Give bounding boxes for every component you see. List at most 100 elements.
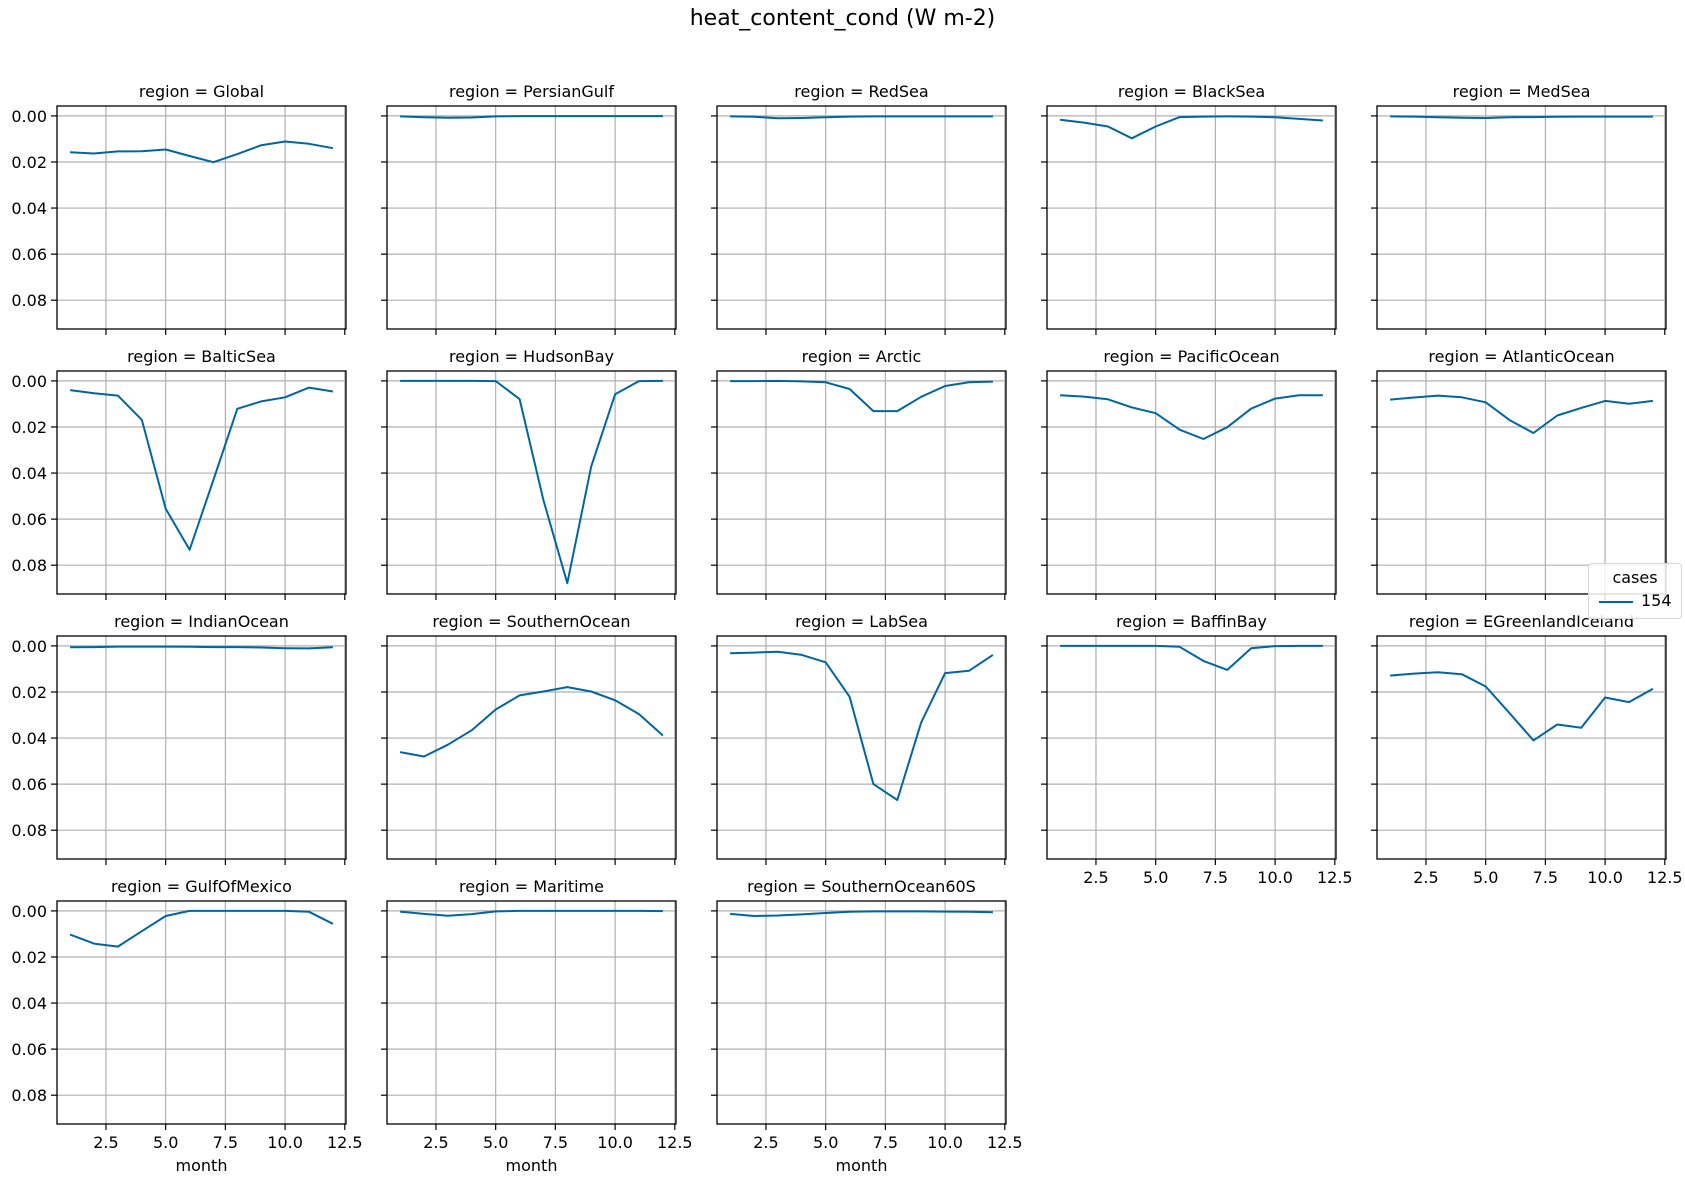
panel-title: region = BaffinBay <box>1116 612 1267 631</box>
series-line <box>1390 394 1654 434</box>
x-tick-label: 7.5 <box>213 1133 238 1152</box>
axes-frame <box>1376 105 1667 330</box>
x-tick-label: 10.0 <box>1587 868 1623 887</box>
legend-line-swatch <box>1599 601 1633 603</box>
y-tick-label: 0.06 <box>11 245 47 264</box>
y-tick-label: 0.00 <box>11 902 47 921</box>
panel-title: region = IndianOcean <box>114 612 289 631</box>
x-tick-label: 10.0 <box>1257 868 1293 887</box>
axes-frame <box>386 370 677 595</box>
x-tick-label: 5.0 <box>813 1133 838 1152</box>
y-tick-label: 0.04 <box>11 994 47 1013</box>
y-tick-label: 0.04 <box>11 464 47 483</box>
facet-panel: region = Maritime 2.5 5.0 7.5 10.0 12.5 month <box>381 877 693 1175</box>
facet-panel: region = PersianGulf <box>381 82 677 335</box>
y-tick-label: 0.08 <box>11 1086 47 1105</box>
x-tick-label: 7.5 <box>873 1133 898 1152</box>
series-line <box>1060 394 1323 440</box>
panel-title: region = PersianGulf <box>449 82 614 101</box>
facet-panel: region = HudsonBay <box>381 347 677 600</box>
facet-panel: region = SouthernOcean60S 2.5 5.0 7.5 10.0 12… <box>711 877 1023 1175</box>
series-line <box>399 686 664 758</box>
series-line <box>730 650 994 801</box>
panel-title: region = LabSea <box>795 612 928 631</box>
y-tick-label: 0.06 <box>11 775 47 794</box>
facet-panel: region = MedSea <box>1371 82 1667 335</box>
x-axis-label: month <box>836 1156 888 1175</box>
facet-panel: region = BlackSea <box>1041 82 1337 335</box>
x-tick-label: 5.0 <box>483 1133 508 1152</box>
axes-frame <box>56 900 347 1125</box>
panel-title: region = BalticSea <box>127 347 276 366</box>
axes-frame <box>56 635 347 860</box>
series-line <box>730 115 993 120</box>
y-tick-label: 0.08 <box>11 821 47 840</box>
y-tick-label: 0.02 <box>11 948 47 967</box>
panel-title: region = SouthernOcean60S <box>747 877 976 896</box>
series-line <box>1060 644 1323 671</box>
x-tick-label: 7.5 <box>1533 868 1558 887</box>
x-tick-label: 12.5 <box>657 1133 693 1152</box>
x-tick-label: 10.0 <box>927 1133 963 1152</box>
series-line <box>400 379 663 585</box>
axes-frame <box>386 105 677 330</box>
series-line <box>69 909 334 948</box>
axes-frame <box>386 635 677 860</box>
y-tick-label: 0.04 <box>11 199 47 218</box>
x-axis-label: month <box>506 1156 558 1175</box>
facet-panel: region = SouthernOcean <box>381 612 677 865</box>
panel-title: region = RedSea <box>794 82 928 101</box>
axes-frame <box>716 370 1007 595</box>
x-tick-label: 10.0 <box>597 1133 633 1152</box>
panel-title: region = Maritime <box>459 877 604 896</box>
y-tick-label: 0.00 <box>11 637 47 656</box>
panel-title: region = Global <box>139 82 264 101</box>
facet-panel: region = AtlanticOcean <box>1371 347 1667 600</box>
facet-panel: region = GulfOfMexico 0.00 0.02 0.04 0.06 0.0… <box>11 877 362 1175</box>
x-tick-label: 5.0 <box>153 1133 178 1152</box>
y-tick-label: 0.08 <box>11 291 47 310</box>
axes-frame <box>1376 370 1667 595</box>
series-line <box>69 386 334 551</box>
series-line <box>1390 115 1653 119</box>
series-line <box>400 909 663 917</box>
panel-title: region = SouthernOcean <box>432 612 630 631</box>
series-line <box>1390 671 1654 742</box>
facet-panel: region = BalticSea 0.00 0.02 0.04 0.06 0.08 <box>11 347 347 600</box>
x-tick-label: 2.5 <box>93 1133 118 1152</box>
panel-title: region = GulfOfMexico <box>111 877 292 896</box>
x-tick-label: 5.0 <box>1143 868 1168 887</box>
panel-title: region = Arctic <box>802 347 922 366</box>
axes-frame <box>716 900 1007 1125</box>
facet-panel: region = RedSea <box>711 82 1007 335</box>
y-tick-label: 0.02 <box>11 683 47 702</box>
axes-frame <box>1046 635 1337 860</box>
axes-frame <box>56 370 347 595</box>
y-tick-label: 0.06 <box>11 510 47 529</box>
y-tick-label: 0.02 <box>11 418 47 437</box>
legend-title: cases <box>1612 568 1658 587</box>
panel-title: region = MedSea <box>1453 82 1591 101</box>
axes-frame <box>386 900 677 1125</box>
panel-title: region = HudsonBay <box>449 347 614 366</box>
axes-frame <box>1046 370 1337 595</box>
x-tick-label: 2.5 <box>753 1133 778 1152</box>
series-line <box>1059 115 1323 140</box>
y-tick-label: 0.00 <box>11 372 47 391</box>
axes-frame <box>716 635 1007 860</box>
legend-entry-label: 154 <box>1641 591 1672 610</box>
facet-panel: region = IndianOcean 0.00 0.02 0.04 0.06 0.08 <box>11 612 347 865</box>
y-tick-label: 0.06 <box>11 1040 47 1059</box>
x-tick-label: 7.5 <box>543 1133 568 1152</box>
series-line <box>400 115 663 119</box>
x-tick-label: 12.5 <box>1317 868 1353 887</box>
axes-frame <box>716 105 1007 330</box>
facet-panel: region = Global 0.00 0.02 0.04 0.06 0.08 <box>11 82 347 335</box>
x-tick-label: 2.5 <box>423 1133 448 1152</box>
y-tick-label: 0.00 <box>11 107 47 126</box>
facet-panel: region = LabSea <box>711 612 1007 865</box>
facet-panel: region = EGreenlandIceland 2.5 5.0 7.5 10.0 1… <box>1371 612 1683 887</box>
x-axis-label: month <box>176 1156 228 1175</box>
x-tick-label: 2.5 <box>1083 868 1108 887</box>
